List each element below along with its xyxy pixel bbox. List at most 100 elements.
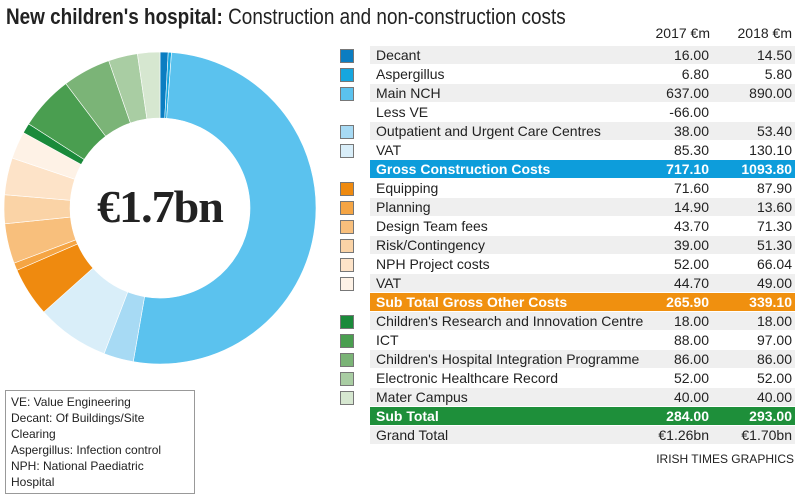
row-label: Gross Construction Costs	[376, 161, 551, 177]
table-row: Grand Total €1.26bn €1.70bn	[335, 426, 795, 445]
value-2018: 49.00	[756, 275, 792, 291]
row-band	[370, 160, 795, 178]
table-row: Electronic Healthcare Record 52.00 52.00	[335, 369, 795, 388]
table-row: Decant 16.00 14.50	[335, 46, 795, 65]
row-label: Less VE	[376, 104, 429, 120]
value-2018: 130.10	[749, 142, 792, 158]
value-2017: 16.00	[673, 47, 709, 63]
color-swatch	[340, 125, 354, 139]
value-2017: 40.00	[673, 389, 709, 405]
row-band	[370, 198, 795, 216]
row-label: Children's Research and Innovation Centr…	[376, 313, 644, 329]
value-2018: 66.04	[756, 256, 792, 272]
value-2018: 97.00	[756, 332, 792, 348]
row-label: Outpatient and Urgent Care Centres	[376, 123, 601, 139]
table-row: Mater Campus 40.00 40.00	[335, 388, 795, 407]
color-swatch	[340, 258, 354, 272]
table-row: Less VE -66.00	[335, 103, 795, 122]
legend-line: Aspergillus: Infection control	[11, 443, 162, 457]
chart-title: New children's hospital: Construction an…	[6, 4, 566, 30]
value-2018: 51.30	[756, 237, 792, 253]
value-2018: 87.90	[756, 180, 792, 196]
value-2018: 18.00	[756, 313, 792, 329]
table-row: Risk/Contingency 39.00 51.30	[335, 236, 795, 255]
color-swatch	[340, 315, 354, 329]
row-band	[370, 141, 795, 159]
row-band	[370, 426, 795, 444]
donut-chart	[3, 51, 317, 365]
row-label: Planning	[376, 199, 431, 215]
value-2017: 43.70	[673, 218, 709, 234]
value-2017: 85.30	[673, 142, 709, 158]
legend-line: Decant: Of Buildings/Site Clearing	[11, 411, 145, 441]
row-band	[370, 407, 795, 425]
value-2018: 5.80	[764, 66, 792, 82]
row-band	[370, 103, 795, 121]
value-2017: 6.80	[681, 66, 709, 82]
row-band	[370, 388, 795, 406]
value-2018: 890.00	[749, 85, 792, 101]
row-label: Decant	[376, 47, 421, 63]
color-swatch	[340, 182, 354, 196]
table-row: Outpatient and Urgent Care Centres 38.00 5…	[335, 122, 795, 141]
table-row: Sub Total Gross Other Costs 265.90 339.10	[335, 293, 795, 312]
row-band	[370, 312, 795, 330]
row-label: Children's Hospital Integration Programm…	[376, 351, 640, 367]
color-swatch	[340, 87, 354, 101]
value-2018: 293.00	[749, 408, 792, 424]
table-row: ICT 88.00 97.00	[335, 331, 795, 350]
value-2017: 38.00	[673, 123, 709, 139]
color-swatch	[340, 277, 354, 291]
value-2018: 14.50	[756, 47, 792, 63]
row-label: VAT	[376, 142, 402, 158]
table-row: Planning 14.90 13.60	[335, 198, 795, 217]
value-2017: 44.70	[673, 275, 709, 291]
value-2017: -66.00	[669, 104, 709, 120]
row-label: Equipping	[376, 180, 439, 196]
value-2018: 86.00	[756, 351, 792, 367]
row-band	[370, 331, 795, 349]
table-row: Aspergillus 6.80 5.80	[335, 65, 795, 84]
color-swatch	[340, 353, 354, 367]
value-2018: 40.00	[756, 389, 792, 405]
table-row: VAT 85.30 130.10	[335, 141, 795, 160]
value-2018: 339.10	[749, 294, 792, 310]
value-2017: 88.00	[673, 332, 709, 348]
value-2018: €1.70bn	[741, 427, 792, 443]
row-label: Aspergillus	[376, 66, 445, 82]
donut-center-label: €1.7bn	[97, 181, 224, 232]
row-band	[370, 274, 795, 292]
column-header-2018: 2018 €m	[737, 25, 792, 41]
color-swatch	[340, 201, 354, 215]
value-2017: 52.00	[673, 256, 709, 272]
row-label: Sub Total Gross Other Costs	[376, 294, 568, 310]
donut-slice-mater-campus	[137, 51, 161, 120]
value-2018: 52.00	[756, 370, 792, 386]
value-2017: 265.90	[666, 294, 709, 310]
row-label: Risk/Contingency	[376, 237, 485, 253]
value-2017: 717.10	[666, 161, 709, 177]
row-band	[370, 46, 795, 64]
row-band	[370, 84, 795, 102]
table-row: Children's Hospital Integration Programm…	[335, 350, 795, 369]
value-2017: €1.26bn	[658, 427, 709, 443]
row-label: NPH Project costs	[376, 256, 490, 272]
row-label: Main NCH	[376, 85, 441, 101]
abbreviation-legend: VE: Value Engineering Decant: Of Buildin…	[5, 390, 195, 494]
value-2017: 637.00	[666, 85, 709, 101]
row-label: Mater Campus	[376, 389, 468, 405]
row-label: Electronic Healthcare Record	[376, 370, 559, 386]
table-row: Gross Construction Costs 717.10 1093.80	[335, 160, 795, 179]
color-swatch	[340, 49, 354, 63]
table-row: Main NCH 637.00 890.00	[335, 84, 795, 103]
row-label: ICT	[376, 332, 399, 348]
table-row: Equipping 71.60 87.90	[335, 179, 795, 198]
value-2017: 284.00	[666, 408, 709, 424]
color-swatch	[340, 334, 354, 348]
table-row: Children's Research and Innovation Centr…	[335, 312, 795, 331]
legend-line: VE: Value Engineering	[11, 395, 131, 409]
table-row: NPH Project costs 52.00 66.04	[335, 255, 795, 274]
donut-slice-main-nch	[132, 52, 317, 365]
color-swatch	[340, 239, 354, 253]
value-2017: 14.90	[673, 199, 709, 215]
